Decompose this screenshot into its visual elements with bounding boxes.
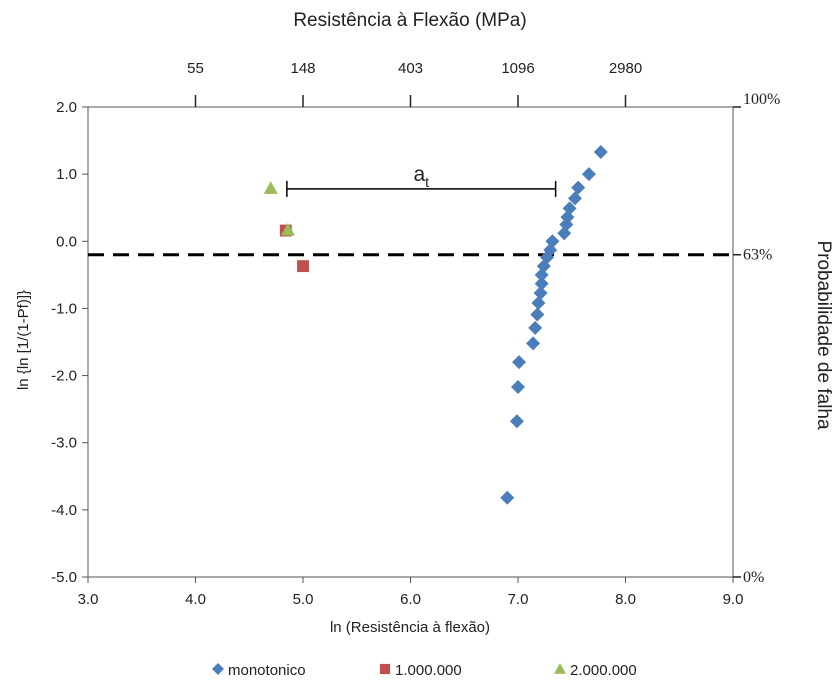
x-tick-label: 8.0 [615,591,636,608]
y-tick-label: -5.0 [51,569,77,586]
x-tick-label: 7.0 [508,591,529,608]
axis-ticks: 3.0 4.0 5.0 6.0 7.0 8.0 9.0 2.0 1.0 0.0 -1.0 -2.0 -3… [51,60,780,608]
top-tick-label: 55 [187,60,204,77]
data-point-diamond [526,336,541,351]
data-point-diamond [562,201,577,216]
top-tick-label: 2980 [609,60,642,77]
x-tick-label: 4.0 [185,591,206,608]
data-point-diamond [567,191,582,206]
data-point-diamond [593,144,608,159]
y-axis-title: ln {ln [1/(1-Pf)]} [15,290,32,390]
top-tick-label: 403 [398,60,423,77]
data-point-diamond [511,379,525,394]
top-tick-label: 148 [290,60,315,77]
y-tick-label: 0.0 [56,233,77,250]
right-tick-label: 63% [743,247,772,264]
legend-marker-triangle [554,663,566,674]
annotation-label: at [413,163,429,190]
x-axis-title: ln (Resistência à flexão) [330,619,490,636]
data-point-diamond [500,490,515,505]
data-point-triangle [263,181,278,194]
legend-label: 1.000.000 [395,662,462,679]
data-points [263,144,608,505]
legend: monotonico 1.000.000 2.000.000 [212,662,637,679]
legend-item: 1.000.000 [379,662,462,679]
data-point-diamond [528,320,543,335]
top-axis-title: Resistência à Flexão (MPa) [293,10,526,31]
legend-item: 2.000.000 [554,662,637,679]
legend-marker-diamond [212,663,224,675]
data-point-diamond [545,234,560,249]
legend-item: monotonico [212,662,306,679]
annotation-label-main: a [413,163,425,186]
y-tick-label: -2.0 [51,368,77,385]
right-axis-title: Probabilidade de falha [813,240,834,430]
legend-label: monotonico [228,662,306,679]
legend-marker-square [379,663,391,675]
x-tick-label: 9.0 [723,591,744,608]
top-tick-label: 1096 [501,60,534,77]
x-tick-label: 5.0 [293,591,314,608]
data-point-triangle [280,222,295,236]
y-tick-label: 1.0 [56,166,77,183]
data-point-diamond [512,355,527,370]
annotation-label-sub: t [425,174,429,190]
y-tick-label: 2.0 [56,99,77,116]
data-point-diamond [571,180,586,195]
y-tick-label: -3.0 [51,435,77,452]
data-point-diamond [534,276,549,291]
right-tick-label: 0% [743,569,764,586]
data-point-diamond [531,296,546,311]
y-tick-label: -1.0 [51,300,77,317]
data-point-diamond [533,285,548,300]
x-tick-label: 6.0 [400,591,421,608]
annotation-at: at [286,163,557,197]
data-point-diamond [530,307,545,322]
data-point-diamond [581,167,596,182]
y-tick-label: -4.0 [51,502,77,519]
legend-label: 2.000.000 [570,662,637,679]
x-tick-label: 3.0 [78,591,99,608]
data-point-square [297,260,309,273]
right-tick-label: 100% [743,91,780,108]
data-point-diamond [509,414,524,429]
